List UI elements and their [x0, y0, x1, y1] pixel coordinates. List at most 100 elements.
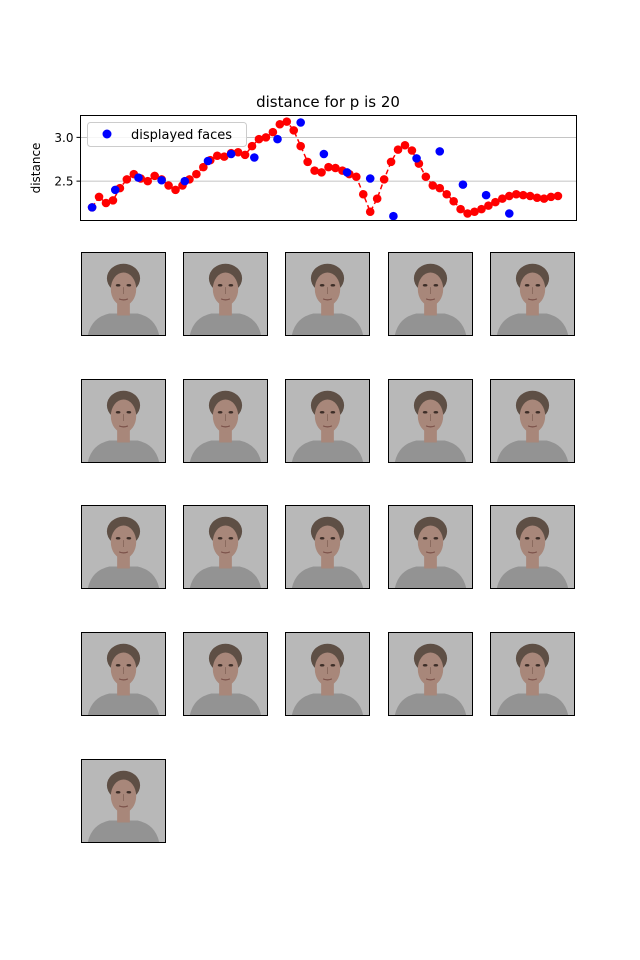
y-tick-label: 3.0	[54, 131, 73, 145]
face-thumbnail	[388, 505, 473, 589]
red-data-point	[546, 192, 556, 202]
red-data-point	[504, 191, 514, 201]
red-data-point	[484, 201, 493, 210]
red-data-point	[143, 176, 153, 186]
red-data-point	[94, 192, 104, 202]
red-data-point	[171, 185, 180, 195]
face-thumbnail	[183, 505, 268, 589]
red-data-point	[428, 181, 438, 190]
face-image	[184, 506, 267, 588]
red-data-point	[365, 207, 375, 217]
face-thumbnail	[183, 632, 268, 716]
face-thumbnail	[81, 379, 166, 463]
red-data-point	[310, 166, 319, 175]
face-image	[491, 380, 574, 462]
red-data-point	[400, 140, 410, 150]
face-thumbnail	[285, 379, 370, 463]
red-data-point	[539, 194, 549, 203]
face-thumbnail	[183, 379, 268, 463]
red-data-point	[393, 145, 403, 154]
red-data-point	[331, 163, 340, 173]
red-data-point	[463, 209, 472, 218]
face-image	[82, 760, 165, 842]
face-image	[82, 380, 165, 462]
face-thumbnail	[81, 505, 166, 589]
face-image	[286, 506, 369, 588]
displayed-face-point	[296, 118, 305, 127]
red-data-point	[296, 141, 305, 151]
legend-label: displayed faces	[131, 128, 232, 143]
face-image	[286, 633, 369, 715]
face-thumbnail	[285, 505, 370, 589]
red-data-point	[449, 196, 458, 206]
face-thumbnail	[490, 505, 575, 589]
red-data-point	[442, 189, 452, 199]
red-data-point	[470, 207, 479, 217]
face-image	[184, 253, 267, 335]
red-data-point	[317, 168, 326, 177]
plot-area-frame	[80, 115, 577, 221]
face-thumbnail	[285, 252, 370, 336]
displayed-face-point	[435, 147, 445, 156]
displayed-face-point	[250, 153, 259, 162]
red-data-point	[212, 151, 222, 161]
red-data-point	[407, 146, 417, 155]
displayed-face-point	[342, 168, 352, 177]
red-data-point	[108, 196, 118, 205]
red-data-point	[254, 134, 264, 144]
face-image	[286, 253, 369, 335]
chart-title: distance for p is 20	[256, 93, 400, 111]
red-data-point	[498, 194, 507, 203]
red-data-point	[372, 194, 382, 203]
red-data-point	[282, 117, 292, 126]
displayed-face-point	[157, 175, 166, 185]
face-thumbnail	[285, 632, 370, 716]
red-data-point	[233, 147, 243, 157]
displayed-face-point	[203, 156, 213, 166]
face-image	[82, 506, 165, 588]
face-thumbnail	[81, 759, 166, 843]
face-image	[286, 380, 369, 462]
red-data-point	[240, 150, 250, 160]
displayed-face-point	[365, 174, 375, 183]
displayed-face-point	[110, 185, 120, 195]
y-axis-label: distance	[29, 143, 43, 194]
red-data-point	[192, 169, 201, 179]
displayed-face-point	[481, 190, 491, 200]
red-data-point	[303, 157, 312, 167]
displayed-face-point	[226, 149, 236, 159]
red-data-point	[247, 141, 257, 151]
displayed-face-point	[319, 149, 329, 159]
face-thumbnail	[490, 379, 575, 463]
face-thumbnail	[388, 252, 473, 336]
displayed-face-point	[389, 211, 398, 221]
displayed-face-point	[87, 203, 97, 212]
red-data-point	[532, 193, 542, 203]
red-data-point	[435, 183, 445, 193]
distance-chart: distance for p is 20 distance 2.5 3.0 dis…	[29, 93, 577, 221]
displayed-face-point	[412, 154, 421, 163]
red-data-point	[101, 198, 111, 208]
red-data-point	[164, 181, 173, 190]
face-thumbnail	[388, 632, 473, 716]
red-data-point	[268, 127, 278, 137]
red-data-point	[456, 204, 465, 214]
red-data-point	[421, 172, 431, 182]
red-data-point	[477, 204, 486, 214]
face-image	[82, 633, 165, 715]
red-data-point	[386, 157, 396, 167]
face-image	[389, 253, 472, 335]
red-data-point	[199, 162, 208, 172]
face-image	[184, 633, 267, 715]
red-data-point	[553, 191, 563, 201]
red-data-point	[261, 133, 271, 142]
face-image	[389, 506, 472, 588]
red-data-point	[358, 189, 368, 199]
displayed-face-point	[458, 180, 468, 189]
displayed-face-point	[180, 176, 190, 186]
y-tick-label: 2.5	[54, 175, 73, 189]
displayed-face-point	[504, 209, 514, 218]
red-data-point	[379, 175, 389, 184]
red-data-point	[511, 189, 521, 199]
red-data-point	[150, 171, 159, 181]
